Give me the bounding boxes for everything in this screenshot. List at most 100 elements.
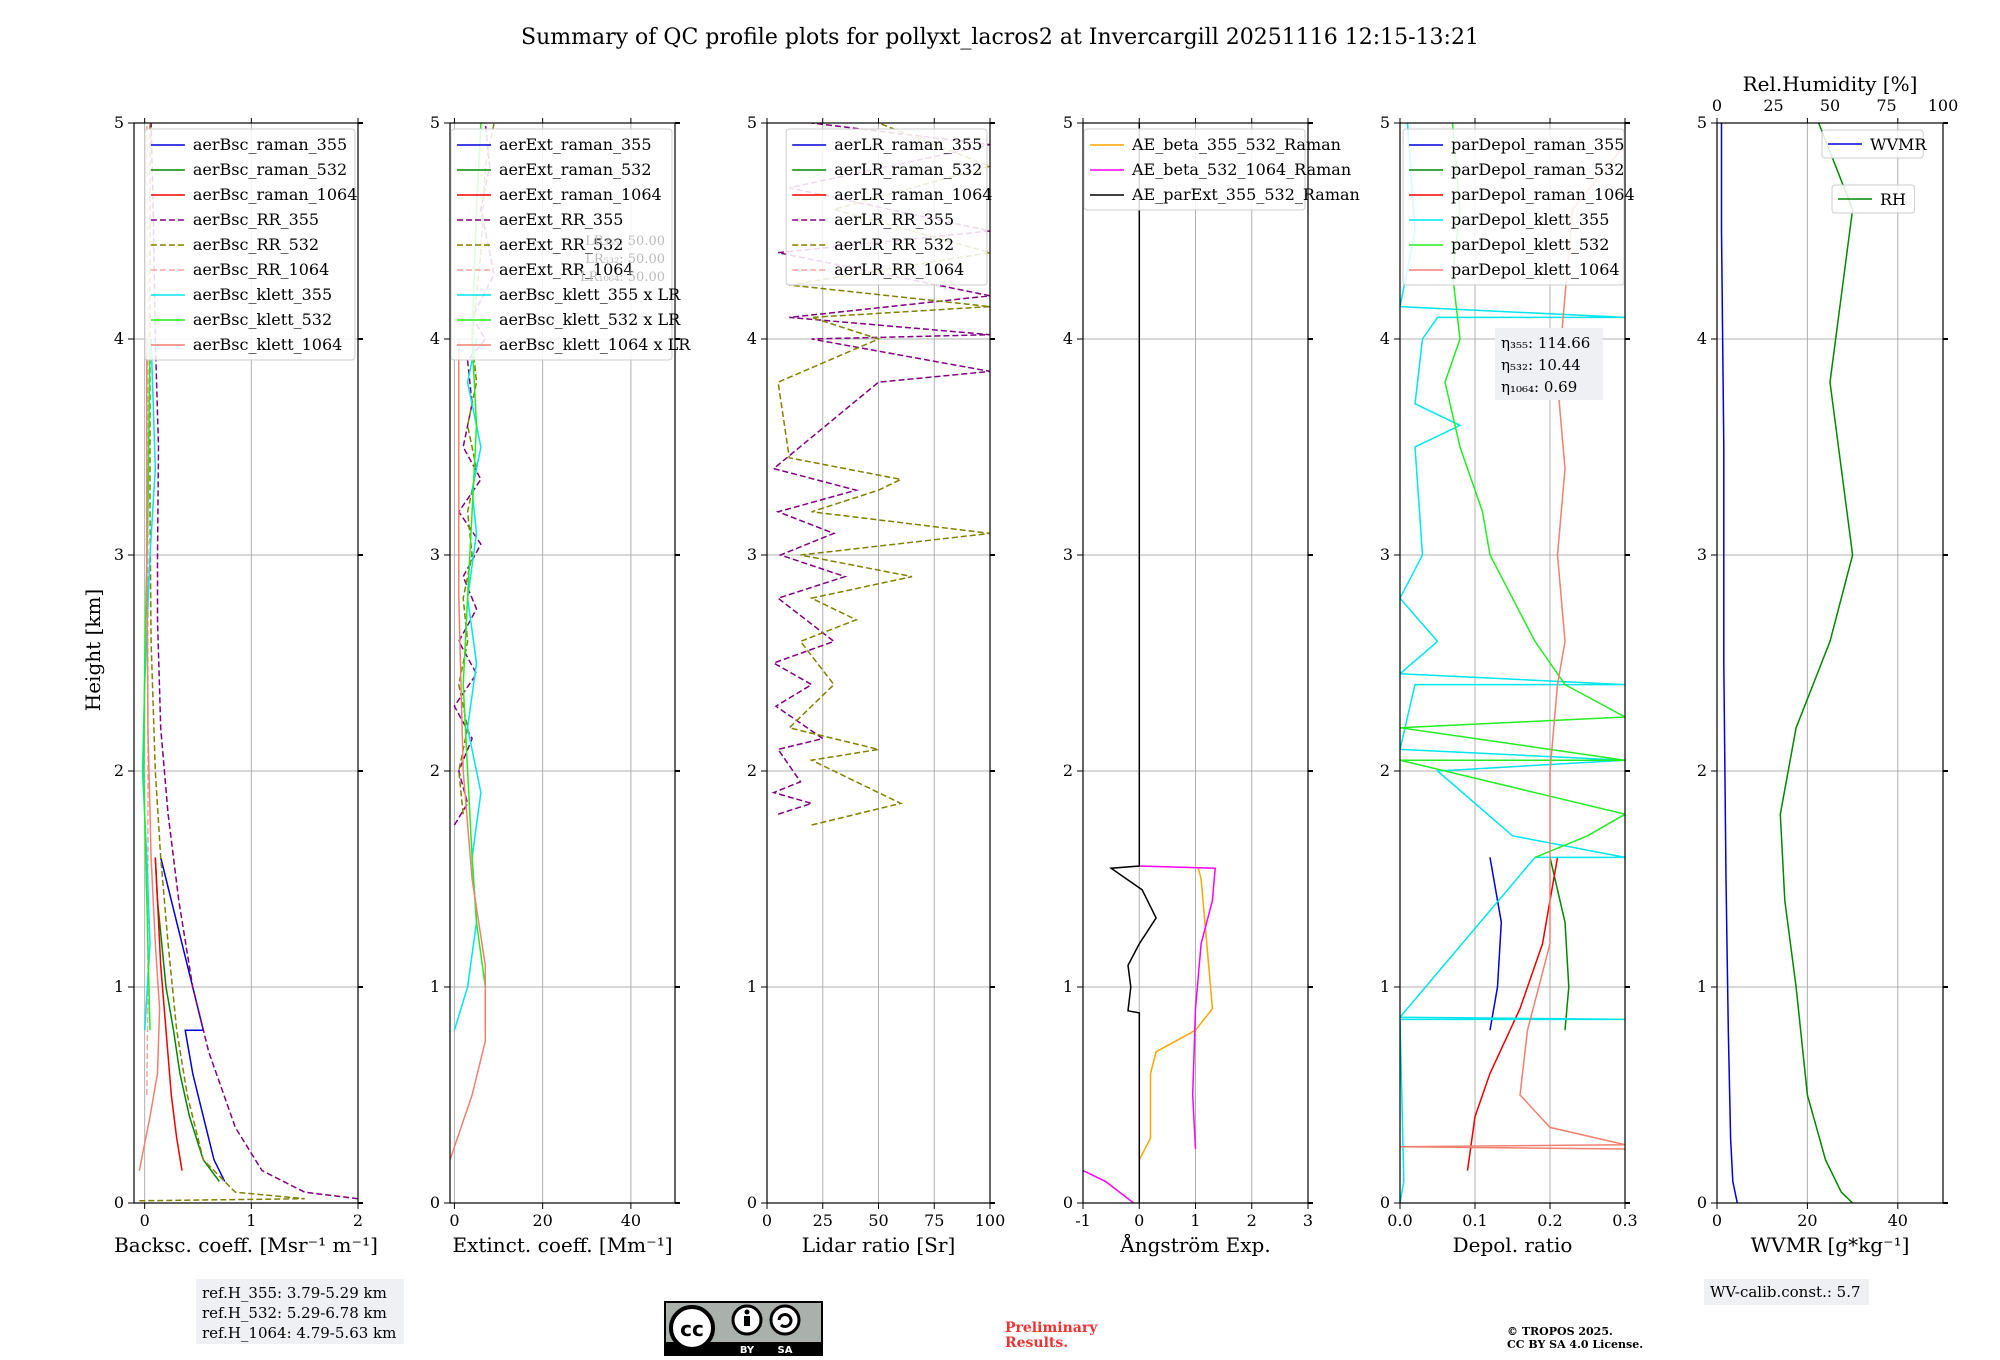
series-line-pardepol-klett-532 — [1400, 123, 1625, 859]
legend-label: aerBsc_klett_1064 — [193, 335, 342, 354]
x-tick-label: 0 — [1712, 1211, 1722, 1230]
y-tick-label: 5 — [747, 113, 757, 132]
legend-label: aerBsc_klett_532 x LR — [499, 310, 681, 329]
series-line-pardepol-raman-355 — [1489, 857, 1503, 1031]
axes-frame — [1399, 122, 1626, 1204]
series-group — [1720, 123, 1854, 1203]
panel-lr: 0 25 50 75 100 0 1 2 3 4 5 Lidar ratio [Sr] aerLR_ra… — [747, 113, 1005, 1257]
series-line-aerbsc-klett-1064 — [138, 339, 161, 1171]
x-tick-label: 2 — [1247, 1211, 1257, 1230]
sa-icon — [769, 1304, 801, 1336]
legend-box — [1831, 184, 1916, 214]
wv-calib-box: WV-calib.const.: 5.7 — [1704, 1279, 1869, 1305]
x-tick-label: 3 — [1303, 1211, 1313, 1230]
y-tick-label: 4 — [1063, 329, 1073, 348]
legend-label: aerBsc_raman_1064 — [193, 185, 358, 204]
series-line-aerbsc-raman-355 — [159, 857, 226, 1182]
x-axis-label: Depol. ratio — [1453, 1233, 1573, 1257]
series-line-aerbsc-klett-532 — [142, 338, 151, 1031]
y-tick-label: 2 — [1697, 761, 1707, 780]
refh-1064: ref.H_1064: 4.79-5.63 km — [202, 1324, 396, 1342]
legend-label: AE_parExt_355_532_Raman — [1131, 185, 1360, 204]
y-tick-label: 0 — [747, 1193, 757, 1212]
legend-label: aerBsc_klett_1064 x LR — [499, 335, 691, 354]
y-tick-label: 4 — [1697, 329, 1707, 348]
y-tick-label: 5 — [430, 113, 440, 132]
legend-box — [450, 128, 673, 361]
series-line-aerbsc-rr-532 — [139, 123, 305, 1202]
x-tick-label: 0 — [1134, 1211, 1144, 1230]
panel-ext: 0 20 40 0 1 2 3 4 5 Extinct. coeff. [Mm⁻¹] aerExt_… — [430, 113, 691, 1257]
x-tick-label: 2 — [353, 1211, 363, 1230]
x-tick-label: 0 — [762, 1211, 772, 1230]
legend-label: aerExt_raman_355 — [499, 135, 652, 154]
by-label: BY — [740, 1345, 755, 1356]
y-tick-label: 2 — [747, 761, 757, 780]
eta-note: η₅₃₂: 10.44 — [1501, 356, 1581, 374]
x-tick-label: 40 — [1888, 1211, 1908, 1230]
legend-label: aerExt_raman_532 — [499, 160, 652, 179]
x-tick-label: 100 — [975, 1211, 1006, 1230]
lr-note: LR₁₀₆₄: 50.00 — [580, 270, 665, 285]
legend-label: AE_beta_355_532_Raman — [1131, 135, 1341, 154]
eta-box — [1495, 328, 1603, 400]
y-tick-label: 0 — [114, 1193, 124, 1212]
top-x-axis-label: Rel.Humidity [%] — [1743, 72, 1918, 96]
x-tick-label: 50 — [868, 1211, 888, 1230]
refh-355: ref.H_355: 3.79-5.29 km — [202, 1284, 387, 1302]
series-line-aerbsc-klett-1064-x-lr — [450, 339, 487, 1161]
y-tick-label: 1 — [430, 977, 440, 996]
legend-lr: aerLR_raman_355 aerLR_raman_532 aerLR_rama… — [785, 128, 992, 286]
axes-frame — [133, 122, 359, 1204]
x-axis-label: Extinct. coeff. [Mm⁻¹] — [452, 1233, 672, 1257]
legend-label: parDepol_klett_532 — [1451, 235, 1609, 254]
y-tick-label: 3 — [1697, 545, 1707, 564]
series-line-ae-parext-355-532-raman — [1108, 123, 1157, 1203]
copyright-line1: © TROPOS 2025. — [1507, 1325, 1613, 1338]
y-tick-label: 1 — [1063, 977, 1073, 996]
legend-label: aerBsc_RR_355 — [193, 210, 319, 229]
lr-note: LR₃₅₅: 50.00 — [585, 234, 665, 249]
series-line-ae-beta-355-532-raman — [1138, 868, 1214, 1161]
top-x-tick-label: 100 — [1928, 96, 1959, 115]
y-tick-label: 0 — [1697, 1193, 1707, 1212]
legend-label: parDepol_klett_355 — [1451, 210, 1609, 229]
y-tick-label: 0 — [1063, 1193, 1073, 1212]
top-x-tick-label: 50 — [1820, 96, 1840, 115]
y-tick-label: 3 — [1380, 545, 1390, 564]
legend-label: aerLR_RR_355 — [834, 210, 954, 229]
panel-bsc: 0 1 2 0 1 2 3 4 5 Backsc. coeff. [Msr⁻¹ m⁻¹] aerBs… — [114, 113, 378, 1257]
refh-532: ref.H_532: 5.29-6.78 km — [202, 1304, 387, 1322]
x-tick-label: 0 — [449, 1211, 459, 1230]
series-line-pardepol-raman-532 — [1549, 857, 1570, 1031]
legend-label: aerBsc_klett_355 — [193, 285, 332, 304]
legend-box — [1402, 128, 1625, 286]
legend-ae: AE_beta_355_532_Raman AE_beta_532_1064_Ra… — [1083, 128, 1360, 211]
y-tick-label: 1 — [747, 977, 757, 996]
legend-label: aerBsc_raman_355 — [193, 135, 347, 154]
y-tick-label: 1 — [1380, 977, 1390, 996]
copyright-line2: CC BY SA 4.0 License. — [1507, 1338, 1643, 1351]
legend-label: aerLR_raman_532 — [834, 160, 982, 179]
eta-note: η₁₀₆₄: 0.69 — [1501, 378, 1577, 396]
y-tick-label: 2 — [430, 761, 440, 780]
legend-box — [1083, 128, 1306, 211]
legend-label: parDepol_klett_1064 — [1451, 260, 1620, 279]
y-tick-label: 4 — [1380, 329, 1390, 348]
y-tick-label: 4 — [747, 329, 757, 348]
x-tick-label: 20 — [532, 1211, 552, 1230]
wv-calib-text: WV-calib.const.: 5.7 — [1710, 1283, 1861, 1301]
legend-label: aerLR_RR_1064 — [834, 260, 964, 279]
y-tick-label: 3 — [1063, 545, 1073, 564]
legend-label: aerExt_RR_355 — [499, 210, 623, 229]
legend-label: aerExt_RR_1064 — [499, 260, 634, 279]
y-axis-label: Height [km] — [81, 589, 105, 711]
cc-icon — [669, 1305, 715, 1351]
legend-label: aerExt_raman_1064 — [499, 185, 662, 204]
series-line-pardepol-klett-1064 — [1400, 144, 1625, 1150]
x-tick-label: 0.0 — [1387, 1211, 1412, 1230]
y-tick-label: 2 — [114, 761, 124, 780]
sa-icon-arc — [777, 1313, 793, 1328]
